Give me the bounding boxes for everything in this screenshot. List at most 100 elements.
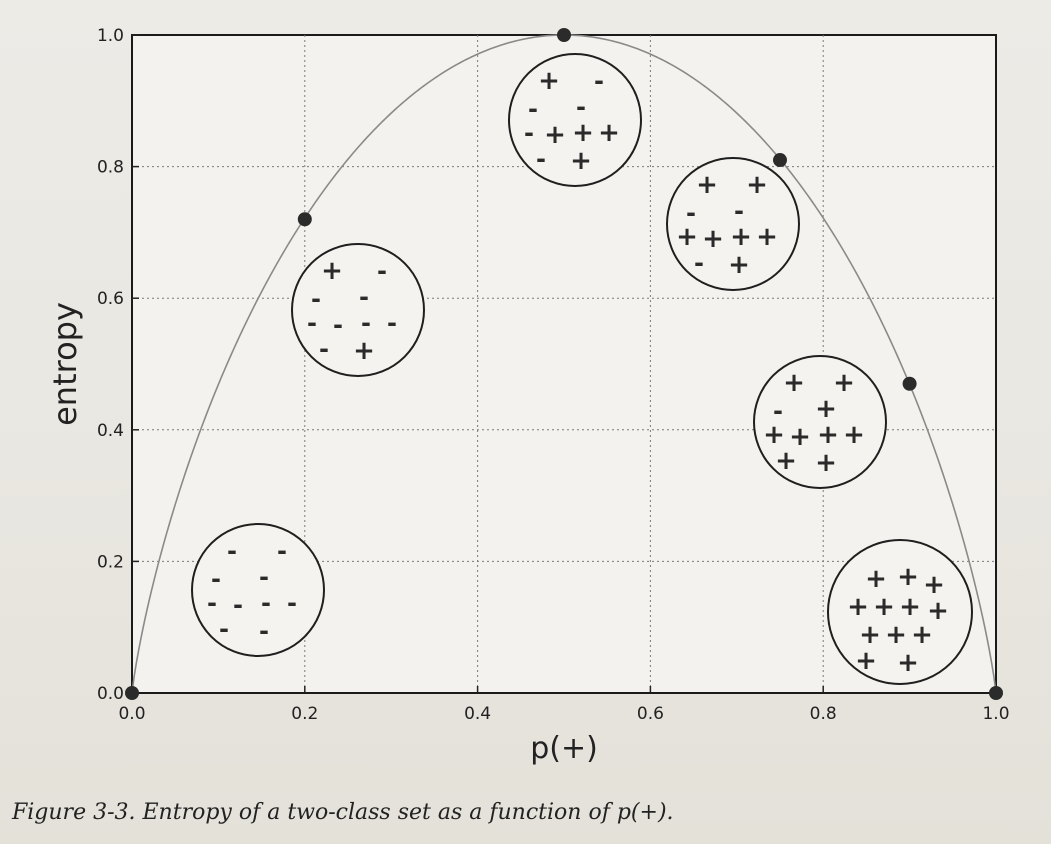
plus-symbol: + bbox=[923, 570, 945, 600]
plus-symbol: + bbox=[763, 420, 785, 450]
minus-symbol: - bbox=[734, 197, 744, 225]
minus-symbol: - bbox=[333, 311, 343, 339]
minus-symbol: - bbox=[377, 257, 387, 285]
plus-symbol: + bbox=[885, 620, 907, 650]
plus-symbol: + bbox=[730, 222, 752, 252]
plus-symbol: + bbox=[833, 368, 855, 398]
set-circle bbox=[827, 539, 973, 685]
marked-point bbox=[773, 153, 787, 168]
entropy-chart: 0.0 0.2 0.4 0.6 0.8 1.00.00.20.40.60.81.0 - --… bbox=[46, 26, 1010, 766]
marked-point bbox=[557, 28, 571, 42]
plus-symbol: + bbox=[927, 596, 949, 626]
minus-symbol: - bbox=[259, 617, 269, 645]
plus-symbol: + bbox=[911, 620, 933, 650]
minus-symbol: - bbox=[536, 145, 546, 173]
y-tick-label: 0.2 bbox=[97, 552, 124, 572]
y-tick-label: 0.0 bbox=[97, 684, 124, 704]
plus-symbol: + bbox=[843, 420, 865, 450]
minus-symbol: - bbox=[773, 397, 783, 425]
y-tick-label: 0.4 bbox=[97, 421, 124, 441]
minus-symbol: - bbox=[686, 199, 696, 227]
plus-symbol: + bbox=[817, 420, 839, 450]
plus-symbol: + bbox=[865, 564, 887, 594]
x-tick-label: 0.8 bbox=[810, 704, 837, 724]
minus-symbol: - bbox=[233, 591, 243, 619]
plus-symbol: + bbox=[702, 224, 724, 254]
x-tick-label: 0.4 bbox=[464, 704, 491, 724]
minus-symbol: - bbox=[694, 249, 704, 277]
plus-symbol: + bbox=[756, 222, 778, 252]
plus-symbol: + bbox=[789, 422, 811, 452]
figure-caption: Figure 3-3. Entropy of a two-class set a… bbox=[12, 800, 674, 825]
example-set: + +- ++ + + ++ + bbox=[753, 355, 887, 489]
example-set: + +- -+ + + +- + bbox=[666, 157, 800, 291]
example-sets: - -- -- - - -- -+ -- -- - - -- ++ -- -- + + +- ++ +- -+ + + +- +… bbox=[191, 53, 973, 685]
marked-point bbox=[989, 686, 1003, 700]
marked-point bbox=[125, 686, 139, 700]
example-set: - -- -- - - -- - bbox=[191, 523, 325, 657]
plus-symbol: + bbox=[728, 250, 750, 280]
x-tick-label: 0.6 bbox=[637, 704, 664, 724]
y-tick-label: 0.8 bbox=[97, 158, 124, 178]
set-circle bbox=[191, 523, 325, 657]
plus-symbol: + bbox=[353, 336, 375, 366]
example-set: + + ++ + + ++ + ++ + bbox=[827, 539, 973, 685]
minus-symbol: - bbox=[319, 335, 329, 363]
y-tick-label: 1.0 bbox=[97, 26, 124, 46]
minus-symbol: - bbox=[287, 589, 297, 617]
plus-symbol: + bbox=[859, 620, 881, 650]
plus-symbol: + bbox=[598, 118, 620, 148]
minus-symbol: - bbox=[211, 565, 221, 593]
example-set: + -- -- + + +- + bbox=[508, 53, 642, 187]
minus-symbol: - bbox=[307, 309, 317, 337]
minus-symbol: - bbox=[219, 615, 229, 643]
minus-symbol: - bbox=[261, 589, 271, 617]
plus-symbol: + bbox=[775, 446, 797, 476]
minus-symbol: - bbox=[361, 309, 371, 337]
plus-symbol: + bbox=[783, 368, 805, 398]
example-set: + -- -- - - -- + bbox=[291, 243, 425, 377]
minus-symbol: - bbox=[227, 537, 237, 565]
y-tick-label: 0.6 bbox=[97, 289, 124, 309]
plus-symbol: + bbox=[855, 646, 877, 676]
plus-symbol: + bbox=[899, 592, 921, 622]
plus-symbol: + bbox=[815, 394, 837, 424]
plus-symbol: + bbox=[676, 222, 698, 252]
set-circle bbox=[666, 157, 800, 291]
x-tick-label: 0.0 bbox=[118, 704, 145, 724]
x-tick-label: 1.0 bbox=[982, 704, 1009, 724]
plus-symbol: + bbox=[696, 170, 718, 200]
set-circle bbox=[291, 243, 425, 377]
marked-points bbox=[125, 28, 1003, 700]
plus-symbol: + bbox=[815, 448, 837, 478]
plus-symbol: + bbox=[897, 562, 919, 592]
plus-symbol: + bbox=[321, 256, 343, 286]
minus-symbol: - bbox=[524, 119, 534, 147]
set-circle bbox=[753, 355, 887, 489]
minus-symbol: - bbox=[259, 563, 269, 591]
minus-symbol: - bbox=[359, 283, 369, 311]
axis-ticks: 0.0 0.2 0.4 0.6 0.8 1.0 0.0 0.2 0.4 0.6 0.8 1.0 bbox=[97, 26, 1010, 724]
minus-symbol: - bbox=[311, 285, 321, 313]
plus-symbol: + bbox=[873, 592, 895, 622]
marked-point bbox=[297, 212, 312, 227]
minus-symbol: - bbox=[576, 93, 586, 121]
minus-symbol: - bbox=[594, 67, 604, 95]
plus-symbol: + bbox=[847, 592, 869, 622]
plus-symbol: + bbox=[538, 66, 560, 96]
plus-symbol: + bbox=[897, 648, 919, 678]
minus-symbol: - bbox=[387, 309, 397, 337]
plus-symbol: + bbox=[746, 170, 768, 200]
plus-symbol: + bbox=[544, 120, 566, 150]
plus-symbol: + bbox=[570, 146, 592, 176]
x-axis-title: p(+) bbox=[530, 731, 598, 766]
set-circle bbox=[508, 53, 642, 187]
minus-symbol: - bbox=[528, 95, 538, 123]
plus-symbol: + bbox=[572, 118, 594, 148]
y-axis-title: entropy bbox=[46, 302, 84, 426]
x-tick-label: 0.2 bbox=[291, 704, 318, 724]
marked-point bbox=[902, 376, 917, 391]
minus-symbol: - bbox=[207, 589, 217, 617]
minus-symbol: - bbox=[277, 537, 287, 565]
